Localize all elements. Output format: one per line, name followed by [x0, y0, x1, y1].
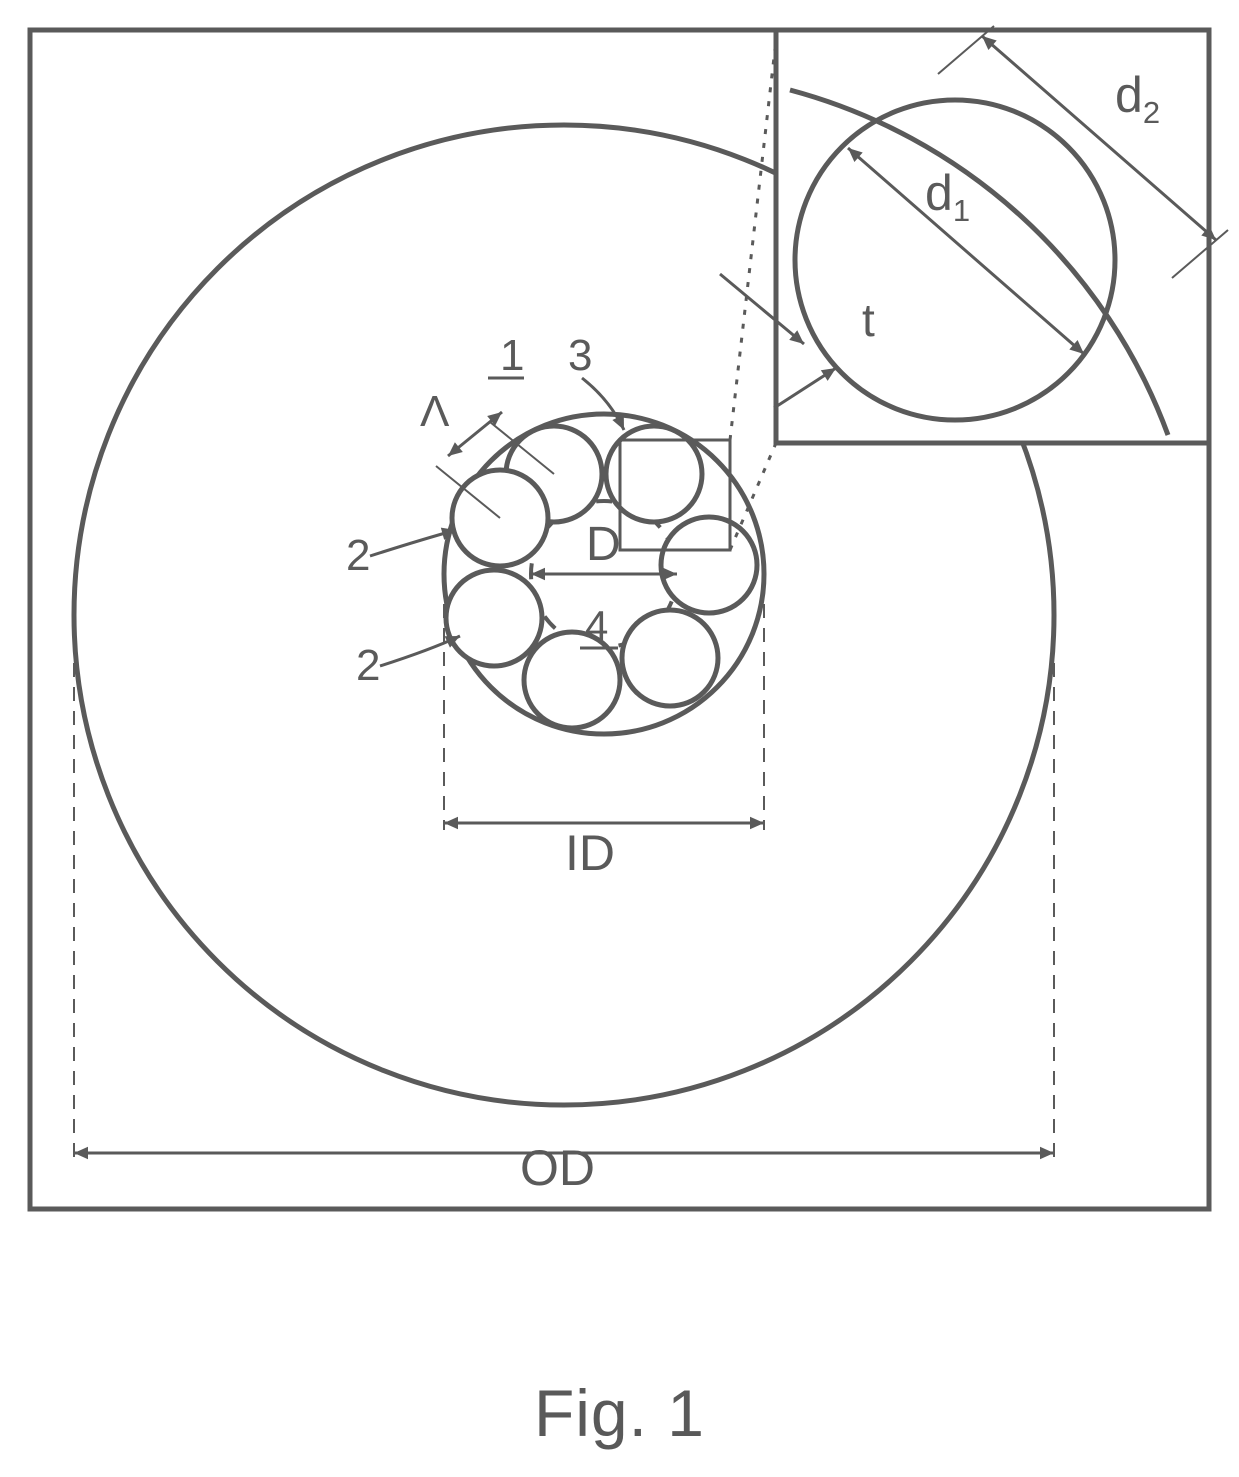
- zoom-line-1: [730, 40, 776, 440]
- svg-text:Λ: Λ: [420, 387, 450, 436]
- svg-text:ID: ID: [565, 825, 615, 881]
- svg-text:3: 3: [568, 331, 592, 380]
- figure-svg: ODIDD4Λ1322d1d2t: [0, 0, 1239, 1260]
- small-circle: [446, 570, 542, 666]
- zoom-line-2: [730, 443, 776, 550]
- small-circle: [661, 517, 757, 613]
- small-circle: [622, 610, 718, 706]
- figure-caption: Fig. 1: [0, 1375, 1239, 1451]
- svg-text:2: 2: [346, 531, 370, 580]
- svg-text:t: t: [862, 294, 875, 346]
- svg-text:4: 4: [585, 602, 608, 649]
- svg-text:OD: OD: [520, 1140, 595, 1196]
- figure-page: ODIDD4Λ1322d1d2t Fig. 1: [0, 0, 1239, 1477]
- svg-text:2: 2: [356, 641, 380, 690]
- svg-text:D: D: [586, 518, 621, 571]
- small-circles-group: [446, 426, 757, 728]
- svg-text:1: 1: [500, 331, 524, 380]
